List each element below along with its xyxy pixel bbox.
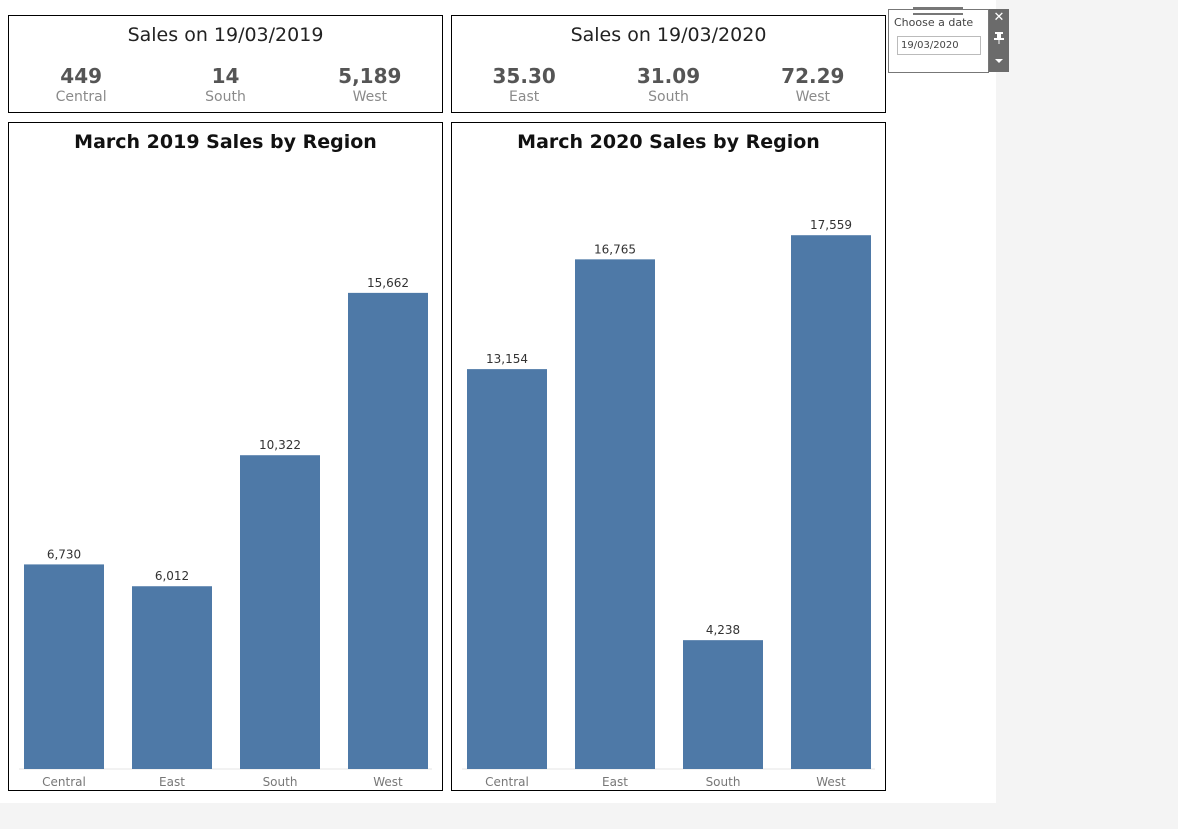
bar-west — [348, 292, 428, 769]
kpi-west: 72.29 West — [741, 64, 885, 106]
bar-east — [132, 586, 212, 769]
kpi-east: 35.30 East — [452, 64, 596, 106]
kpi-label: South — [205, 89, 246, 105]
kpi-label: West — [795, 89, 831, 105]
kpi-label: South — [648, 89, 689, 105]
data-label: 17,559 — [810, 218, 852, 232]
kpi-central: 449 Central — [9, 64, 153, 106]
data-label: 13,154 — [486, 352, 528, 366]
x-tick-label: East — [602, 775, 628, 789]
bar-south — [683, 640, 763, 769]
kpi-panel-2019: Sales on 19/03/2019 449 Central 14 South… — [8, 15, 443, 113]
x-tick-label: West — [816, 775, 846, 789]
x-tick-label: East — [159, 775, 185, 789]
chart-panel-2019: March 2019 Sales by Region 6,730 Central 6… — [8, 122, 443, 791]
kpi-value: 72.29 — [781, 64, 845, 88]
filter-label: Choose a date — [894, 16, 974, 29]
x-tick-label: Central — [42, 775, 86, 789]
data-label: 6,012 — [155, 569, 189, 583]
x-tick-label: South — [263, 775, 298, 789]
kpi-label: Central — [55, 89, 107, 105]
pin-icon[interactable] — [989, 31, 1009, 48]
bar-west — [791, 235, 871, 769]
x-tick-label: West — [373, 775, 403, 789]
kpi-title: Sales on 19/03/2019 — [127, 24, 324, 46]
kpi-label: East — [509, 89, 540, 105]
data-label: 15,662 — [367, 276, 409, 290]
drag-handle[interactable] — [913, 7, 963, 15]
kpi-label: West — [352, 89, 388, 105]
date-input[interactable]: 19/03/2020 — [897, 36, 981, 55]
chart-title: March 2020 Sales by Region — [517, 131, 820, 153]
kpi-value: 31.09 — [636, 64, 701, 88]
chevron-down-icon[interactable] — [989, 53, 1009, 68]
date-filter[interactable]: Choose a date 19/03/2020 — [888, 7, 989, 73]
bar-south — [240, 455, 320, 769]
filter-toolbar: ✕ — [989, 9, 1009, 72]
chart-title: March 2019 Sales by Region — [74, 131, 377, 153]
bar-chart-2020: 13,154 Central 16,765 East 4,238 South 17,559 W… — [462, 218, 875, 789]
close-icon[interactable]: ✕ — [993, 10, 1005, 25]
kpi-value: 14 — [211, 64, 240, 88]
kpi-south: 31.09 South — [596, 64, 740, 106]
x-tick-label: South — [706, 775, 741, 789]
data-label: 10,322 — [259, 438, 301, 452]
chart-panel-2020: March 2020 Sales by Region 13,154 Central… — [451, 122, 886, 791]
kpi-value: 449 — [60, 64, 103, 88]
data-label: 6,730 — [47, 547, 81, 561]
kpi-west: 5,189 West — [298, 64, 442, 106]
kpi-value: 5,189 — [338, 64, 402, 88]
x-tick-label: Central — [485, 775, 529, 789]
kpi-title: Sales on 19/03/2020 — [570, 24, 767, 46]
dashboard-canvas: Sales on 19/03/2019 449 Central 14 South… — [0, 0, 996, 803]
bar-central — [24, 564, 104, 769]
kpi-south: 14 South — [153, 64, 297, 106]
bar-central — [467, 369, 547, 769]
kpi-panel-2020: Sales on 19/03/2020 35.30 East 31.09 Sou… — [451, 15, 886, 113]
data-label: 4,238 — [706, 623, 740, 637]
bar-east — [575, 259, 655, 769]
bar-chart-2019: 6,730 Central 6,012 East 10,322 South 15,662 We… — [19, 276, 432, 789]
kpi-value: 35.30 — [492, 64, 556, 88]
data-label: 16,765 — [594, 242, 636, 256]
